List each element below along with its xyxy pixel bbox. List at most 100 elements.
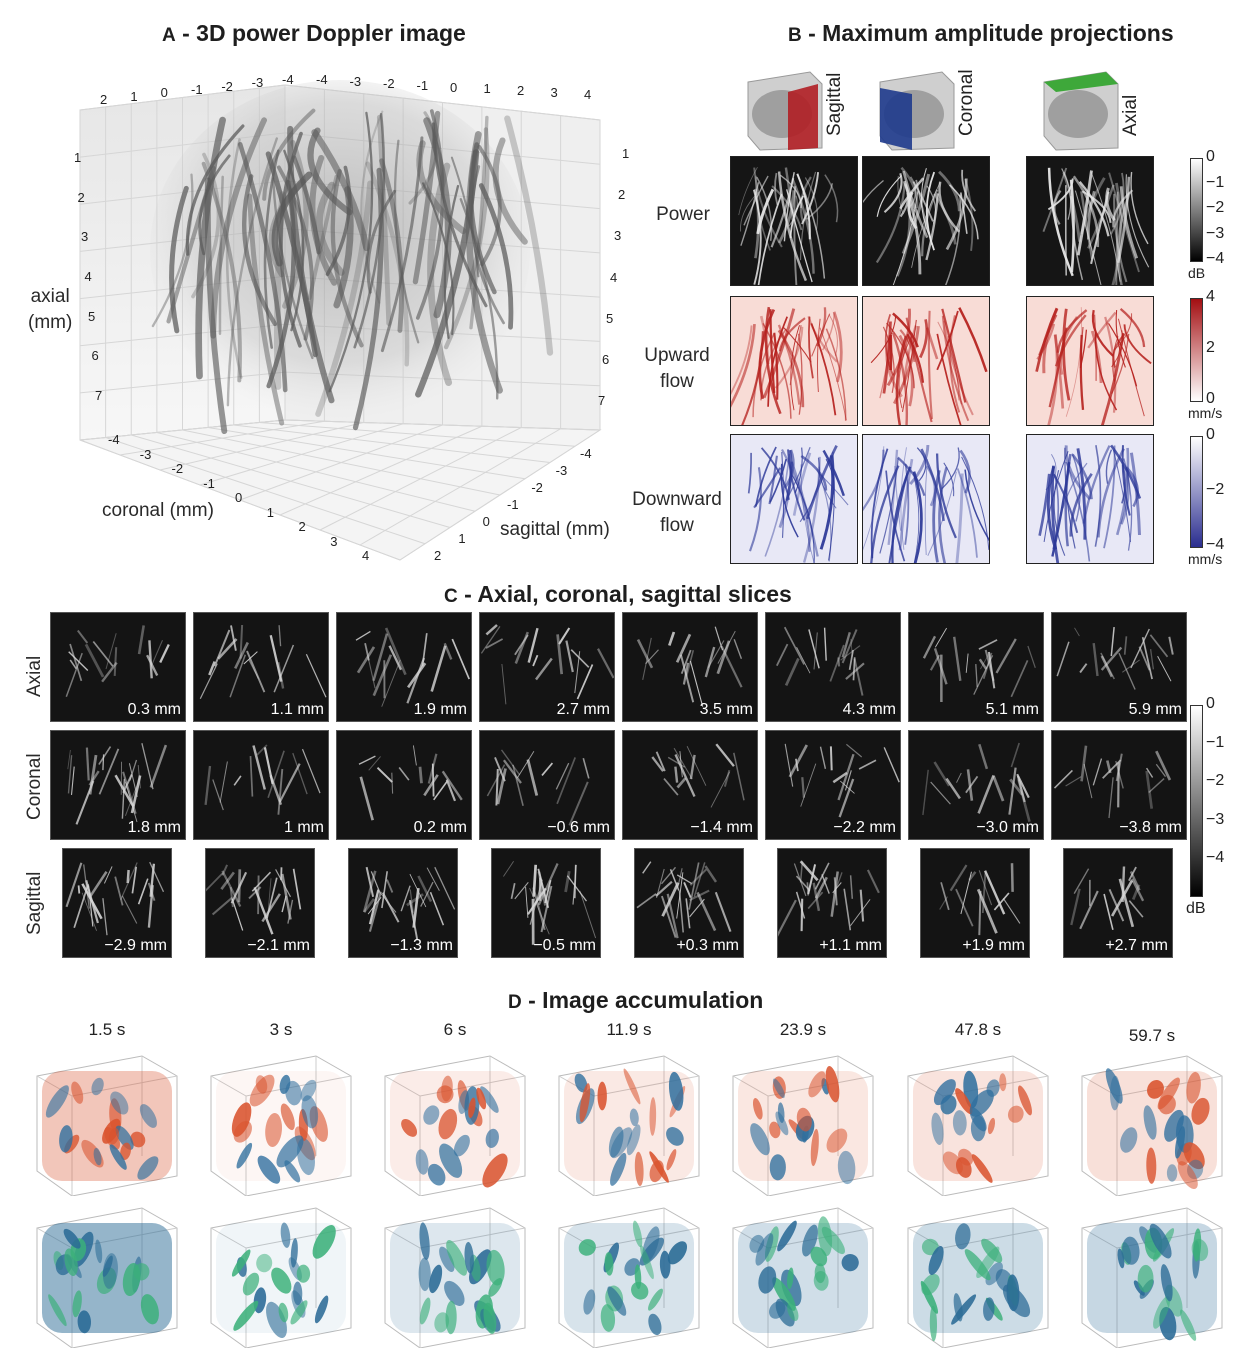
vessel-trace: [1112, 333, 1126, 368]
vessel-trace: [777, 190, 796, 244]
accumulation-time-label: 59.7 s: [1128, 1026, 1176, 1045]
vessel-trace: [1141, 637, 1153, 680]
vessel-trace: [667, 756, 686, 768]
vessel-trace: [1079, 663, 1088, 674]
flow-blob: [610, 1152, 627, 1186]
vessel-trace: [204, 765, 212, 806]
flow-blob: [1117, 1248, 1125, 1269]
colorbar-tick-label: −4: [1206, 536, 1225, 553]
vessel-trace: [68, 651, 89, 671]
flow-blob: [444, 1280, 465, 1306]
vessel-trace: [83, 864, 90, 909]
flow-blob: [401, 1118, 418, 1137]
vessel-trace: [903, 180, 922, 275]
vessel-trace: [689, 868, 707, 886]
vessel-trace: [807, 891, 824, 910]
vessel-trace: [807, 316, 814, 379]
vessel-trace: [1087, 311, 1117, 349]
vessel-trace: [984, 649, 995, 682]
vessel-trace: [823, 627, 827, 661]
flow-blob: [480, 1086, 499, 1113]
vessel-trace: [1100, 646, 1123, 671]
vessel-trace: [704, 646, 716, 678]
flow-blob: [48, 1294, 67, 1327]
vessel-trace: [485, 638, 504, 649]
flow-blob: [280, 1222, 291, 1248]
vessel-trace: [443, 642, 453, 660]
vessel-trace: [445, 779, 457, 802]
vessel-trace: [234, 641, 249, 669]
flow-blob: [826, 1128, 848, 1153]
flow-blob: [796, 1107, 812, 1132]
vessel-trace: [1123, 636, 1128, 655]
vessel-trace: [995, 638, 1017, 674]
vessel-trace: [478, 183, 514, 330]
vessel-trace: [366, 189, 396, 294]
vessel-trace: [943, 462, 955, 497]
vessel-trace: [526, 759, 539, 796]
vessel-trace: [663, 778, 679, 796]
sagittal-slice-image: +0.3 mm: [634, 848, 744, 958]
vessel-trace: [678, 890, 684, 933]
vessel-trace: [715, 743, 735, 767]
flow-blob: [1143, 1105, 1157, 1140]
top-right-tick-label: 3: [550, 85, 558, 101]
vessel-trace: [738, 167, 758, 216]
flow-blob: [610, 1127, 633, 1159]
downward-flow-projection-image: [1026, 434, 1154, 564]
vessel-trace: [398, 767, 410, 781]
vessel-trace: [947, 335, 963, 405]
flow-blob: [942, 1151, 963, 1175]
flow-blob: [1137, 1264, 1154, 1293]
flow-blob: [629, 1108, 639, 1127]
upward-flow-row-label: Upward flow: [632, 343, 722, 395]
vessel-trace: [919, 319, 929, 359]
vessel-trace: [325, 165, 352, 276]
vessel-trace: [883, 172, 903, 213]
slice-depth-label: −1.3 mm: [390, 937, 453, 954]
flow-blob: [71, 1081, 84, 1104]
vessel-trace: [894, 465, 902, 531]
vessel-trace: [212, 779, 224, 811]
right-axial-tick-label: 6: [602, 351, 610, 367]
right-axial-tick-label: 7: [598, 393, 606, 408]
vessel-trace: [122, 771, 137, 814]
vessel-trace: [1110, 627, 1115, 657]
vessel-trace: [850, 638, 853, 657]
vessel-trace: [936, 333, 962, 425]
vessel-trace: [421, 182, 455, 336]
vessel-trace: [477, 145, 502, 267]
vessel-trace: [799, 457, 821, 523]
vessel-trace: [1157, 655, 1172, 682]
vessel-trace: [933, 761, 951, 787]
vessel-trace: [269, 634, 283, 682]
vessel-trace: [731, 325, 753, 395]
vessel-trace: [532, 654, 539, 667]
vessel-trace: [796, 647, 811, 674]
vessel-trace: [230, 625, 237, 651]
coronal-tick-label: 1: [266, 504, 274, 520]
vessel-trace: [783, 449, 795, 489]
brain-cube-icon: [747, 71, 823, 151]
vessel-trace: [912, 473, 920, 563]
vessel-trace: [870, 448, 889, 559]
power-volume-cube: [1077, 1198, 1227, 1349]
vessel-trace: [150, 639, 164, 666]
flow-blob: [1191, 1238, 1209, 1261]
power-volume-cube: [206, 1198, 356, 1349]
colorbar-tick-label: −2: [1206, 481, 1225, 498]
flow-blob: [231, 1249, 251, 1277]
top-left-tick-label: -3: [251, 75, 264, 91]
left-axial-tick-label: 1: [74, 150, 82, 165]
vessel-trace: [129, 759, 138, 781]
vessel-trace: [504, 115, 554, 356]
flow-blob: [632, 1220, 643, 1248]
vessel-trace: [237, 142, 288, 393]
vessel-trace: [367, 897, 382, 915]
flow-blob: [631, 1281, 649, 1300]
flow-blob: [668, 1071, 684, 1111]
vessel-trace: [537, 863, 559, 906]
right-axial-tick-label: 4: [610, 269, 618, 285]
vessel-trace: [1065, 776, 1082, 787]
flow-blob: [434, 1312, 450, 1333]
